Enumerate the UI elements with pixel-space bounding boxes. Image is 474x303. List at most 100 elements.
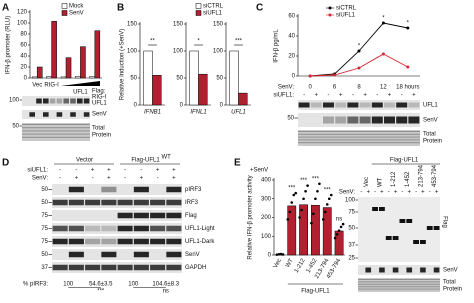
legend-swatch: [61, 3, 68, 9]
bar: [36, 66, 43, 79]
y-tick-label: 0: [220, 103, 224, 109]
blot-band: [384, 102, 395, 108]
data-point: [316, 189, 319, 193]
quant-value: 100: [63, 282, 74, 288]
y-tick-label: 200: [261, 215, 272, 221]
sign: +: [91, 168, 95, 174]
x-tick-label: 12: [380, 85, 387, 91]
row-label: siUFL1:: [273, 93, 294, 99]
blot: [52, 210, 182, 221]
sign: +: [156, 168, 160, 174]
significance: *: [197, 39, 200, 45]
blot-band: [56, 98, 63, 104]
mw-marker: 75: [348, 210, 355, 216]
x-tick-label: 0: [309, 85, 313, 91]
blot-band: [359, 116, 371, 124]
x-tick-label: 8: [357, 85, 361, 91]
blot-band: [117, 212, 133, 219]
x-tick-label: IFNB1: [144, 110, 161, 116]
blot-label: SenV: [443, 268, 458, 274]
significance: ***: [312, 176, 320, 182]
row-label: SenV:: [339, 190, 355, 196]
mw-marker: 75: [41, 239, 48, 245]
mw-marker: 75: [41, 226, 48, 232]
blot-band: [408, 102, 420, 108]
sign: +: [421, 190, 425, 196]
blot: [52, 249, 182, 260]
line-marker: [406, 65, 410, 69]
lane-label: 213-794: [419, 164, 425, 187]
condition-label: +SenV: [250, 168, 268, 174]
legend-label: siCTRL: [203, 4, 224, 10]
blot-band: [22, 136, 90, 138]
bar: [311, 205, 320, 256]
row-label: SenV:: [32, 176, 48, 182]
data-point: [281, 253, 285, 256]
blot-label: SenV: [423, 118, 438, 124]
quant-value: 54.6±3.5: [89, 282, 113, 288]
blot-band: [335, 102, 347, 108]
quant-value: 100: [128, 282, 139, 288]
bar: [152, 75, 162, 106]
sign: -: [401, 190, 403, 196]
data-point: [335, 233, 339, 236]
blot-band: [335, 116, 347, 124]
mw-marker: 75: [41, 213, 48, 219]
blot-band: [150, 199, 166, 206]
group-label: Flag-UFL1: [301, 289, 330, 295]
mw-marker: 100: [9, 98, 20, 104]
bar: [238, 92, 248, 106]
mw-marker: 50: [348, 226, 355, 232]
blot-band: [298, 133, 420, 135]
blot-label: pIRF3: [185, 187, 202, 193]
blot-band: [323, 116, 334, 124]
data-point: [288, 210, 292, 214]
blot-band: [68, 199, 84, 206]
group-label: Vector: [76, 158, 93, 164]
data-point: [329, 193, 333, 197]
significance: ***: [235, 39, 243, 45]
panel-letter: B: [117, 3, 124, 14]
blot-band: [166, 225, 182, 232]
data-point: [279, 252, 283, 256]
blot-band: [408, 116, 420, 124]
y-tick-label: 20: [288, 54, 295, 60]
blot-band: [77, 98, 83, 104]
blot: [52, 236, 182, 247]
bar: [75, 76, 81, 79]
dose-ramp: [60, 81, 100, 86]
blot-band: [52, 264, 68, 271]
blot-label: SenV: [92, 112, 107, 118]
data-point: [294, 191, 298, 195]
sign: -: [303, 93, 305, 99]
blot-band: [43, 112, 49, 117]
lane-label: 1-452: [405, 171, 411, 187]
blot-band: [392, 267, 399, 273]
blot-band: [133, 225, 149, 232]
blot-band: [117, 238, 133, 245]
blot-band: [133, 238, 149, 245]
blot-band: [117, 264, 133, 271]
line-marker: [381, 52, 385, 56]
blot-band: [101, 199, 117, 206]
sign: +: [380, 190, 384, 196]
blot-band: [150, 225, 166, 232]
blot-label: Flag: [441, 216, 447, 228]
blot-band: [298, 142, 420, 144]
blot-band: [347, 116, 359, 124]
y-tick-label: 400: [261, 178, 272, 184]
y-tick-label: 0: [180, 103, 184, 109]
blot-band: [133, 264, 149, 271]
blot-band: [433, 226, 440, 230]
blot-label: Protein: [443, 287, 462, 293]
blot-band: [358, 288, 440, 290]
blot-band: [396, 116, 408, 124]
blot: [52, 262, 182, 273]
sign: -: [92, 176, 94, 182]
data-point: [321, 218, 325, 221]
blot-band: [117, 225, 133, 232]
y-tick-label: 60: [20, 43, 27, 49]
mw-marker: 100: [345, 198, 356, 204]
blot-band: [70, 112, 76, 117]
blot-band: [22, 127, 90, 129]
